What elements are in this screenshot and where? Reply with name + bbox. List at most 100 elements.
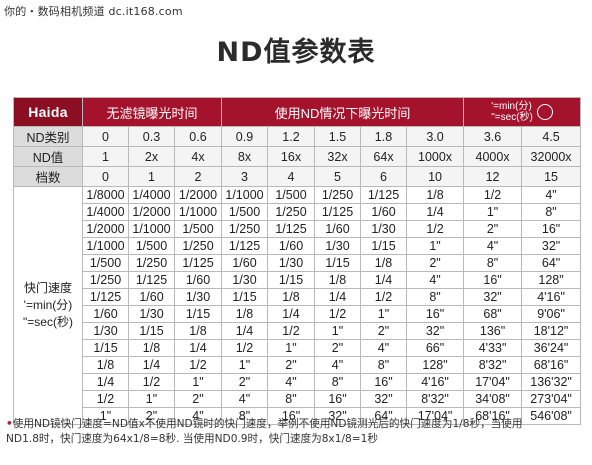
table-cell: 1/1000 — [128, 220, 175, 238]
table-cell: 1/250 — [267, 203, 315, 221]
table-cell: 1/8 — [128, 339, 175, 357]
meta-cell: 1.5 — [314, 126, 361, 147]
meta-cell: 1.2 — [267, 126, 315, 147]
table-cell: 4'16" — [405, 373, 465, 391]
meta-row: ND值 1 2x 4x 8x 16x 32x 64x 1000x 4000x 32000x — [13, 146, 582, 167]
table-cell: 1/2 — [405, 220, 465, 238]
table-cell: 1/250 — [314, 186, 361, 204]
table-row: 1/2 1" 2" 4" 8" 16" 32" 8'32" 34'08" 273'04" — [14, 390, 582, 408]
table-cell: 8" — [267, 390, 315, 408]
table-cell: 1" — [314, 322, 361, 340]
table-cell: 1/30 — [128, 305, 175, 323]
table-cell: 1/4 — [221, 322, 268, 340]
meta-cell: 6 — [360, 166, 407, 187]
table-cell: 1/4 — [82, 373, 129, 391]
table-cell: 1/8 — [405, 186, 465, 204]
meta-cell: 0.6 — [174, 126, 222, 147]
footnote: •使用ND镜快门速度=ND值x不使用ND镜时的快门速度，举例不使用ND镜测光后的… — [6, 417, 588, 447]
table-cell: 1/4000 — [128, 186, 175, 204]
meta-row-label: 档数 — [13, 166, 83, 187]
table-cell: 1/500 — [267, 186, 315, 204]
unit-legend-min: '=min(分) — [491, 101, 532, 112]
meta-cell: 4.5 — [521, 126, 582, 147]
table-cell: 32" — [463, 288, 523, 306]
table-cell: 1/60 — [82, 305, 129, 323]
table-cell: 1/125 — [174, 254, 222, 272]
table-cell: 273'04" — [521, 390, 582, 408]
table-cell: 2" — [221, 373, 268, 391]
table-cell: 1/15 — [314, 254, 361, 272]
brand-logo: Haida — [13, 97, 83, 127]
table-cell: 1/4 — [314, 288, 361, 306]
table-cell: 4" — [521, 186, 582, 204]
meta-row-label: ND值 — [13, 146, 83, 167]
table-cell: 68'16" — [521, 356, 582, 374]
table-cell: 1/4 — [267, 305, 315, 323]
table-cell: 1/60 — [360, 203, 407, 221]
shutter-speed-label-line: '=min(分) — [23, 298, 73, 312]
table-cell: 2" — [314, 339, 361, 357]
table-cell: 4" — [360, 339, 407, 357]
table-cell: 136'32" — [521, 373, 582, 391]
watermark-text: 你的・数码相机频道 dc.it168.com — [4, 5, 183, 18]
table-cell: 36'24" — [521, 339, 582, 357]
table-cell: 16" — [360, 373, 407, 391]
table-cell: 1/8 — [82, 356, 129, 374]
footnote-line-1: •使用ND镜快门速度=ND值x不使用ND镜时的快门速度，举例不使用ND镜测光后的… — [6, 417, 588, 432]
meta-cell: 0 — [82, 126, 129, 147]
table-cell: 4" — [267, 373, 315, 391]
table-cell: 546'08" — [521, 407, 582, 425]
meta-cell: 4000x — [463, 146, 523, 167]
table-cell: 8" — [405, 288, 465, 306]
table-cell: 1/500 — [174, 220, 222, 238]
meta-cell: 0 — [82, 166, 129, 187]
table-cell: 66" — [405, 339, 465, 357]
table-cell: 1/15 — [128, 322, 175, 340]
table-row: 1/125 1/60 1/30 1/15 1/8 1/4 1/2 8" 32" 4'16" — [14, 288, 582, 306]
meta-cell: 32000x — [521, 146, 582, 167]
meta-cell: 1.8 — [360, 126, 407, 147]
meta-cell: 1 — [128, 166, 175, 187]
table-cell: 1/8 — [267, 288, 315, 306]
nd-table: Haida 无滤镜曝光时间 使用ND情况下曝光时间 '=min(分) "=sec… — [13, 97, 582, 425]
meta-cell: 5 — [314, 166, 361, 187]
table-cell: 34'08" — [463, 390, 523, 408]
table-cell: 2" — [267, 356, 315, 374]
table-cell: 9'06" — [521, 305, 582, 323]
table-cell: 128" — [405, 356, 465, 374]
table-cell: 1" — [405, 237, 465, 255]
table-cell: 4'16" — [521, 288, 582, 306]
table-cell: 1/8000 — [82, 186, 129, 204]
header-no-filter: 无滤镜曝光时间 — [82, 97, 222, 127]
meta-cell: 3 — [221, 166, 268, 187]
table-cell: 1/30 — [174, 288, 222, 306]
table-cell: 1/4000 — [82, 203, 129, 221]
table-cell: 2" — [405, 254, 465, 272]
shutter-speed-label-line: 快门速度 — [23, 281, 72, 295]
table-cell: 1/250 — [82, 271, 129, 289]
meta-cell: 2x — [128, 146, 175, 167]
table-cell: 1/60 — [128, 288, 175, 306]
table-cell: 1/2000 — [128, 203, 175, 221]
footnote-line-1-text: 使用ND镜快门速度=ND值x不使用ND镜时的快门速度，举例不使用ND镜测光后的快… — [12, 418, 523, 430]
meta-cell: 3.0 — [405, 126, 465, 147]
meta-cell: 2 — [174, 166, 222, 187]
table-cell: 8" — [521, 203, 582, 221]
table-cell: 4" — [221, 390, 268, 408]
table-row: 1/15 1/8 1/4 1/2 1" 2" 4" 66" 4'33" 36'24" — [14, 339, 582, 357]
table-cell: 1/125 — [267, 220, 315, 238]
table-cell: 1" — [174, 373, 222, 391]
table-cell: 8'32" — [463, 356, 523, 374]
table-cell: 32" — [314, 407, 361, 425]
table-cell: 16" — [405, 305, 465, 323]
table-cell: 1/8 — [174, 322, 222, 340]
table-cell: 1/2 — [314, 305, 361, 323]
table-cell: 68" — [463, 305, 523, 323]
meta-cell: 1000x — [405, 146, 465, 167]
table-cell: 1/8 — [314, 271, 361, 289]
table-cell: 1/250 — [128, 254, 175, 272]
table-cell: 1/2000 — [82, 220, 129, 238]
meta-row: 档数 0 1 2 3 4 5 6 10 12 15 — [13, 166, 582, 187]
table-cell: 136" — [463, 322, 523, 340]
table-cell: 1/30 — [221, 271, 268, 289]
